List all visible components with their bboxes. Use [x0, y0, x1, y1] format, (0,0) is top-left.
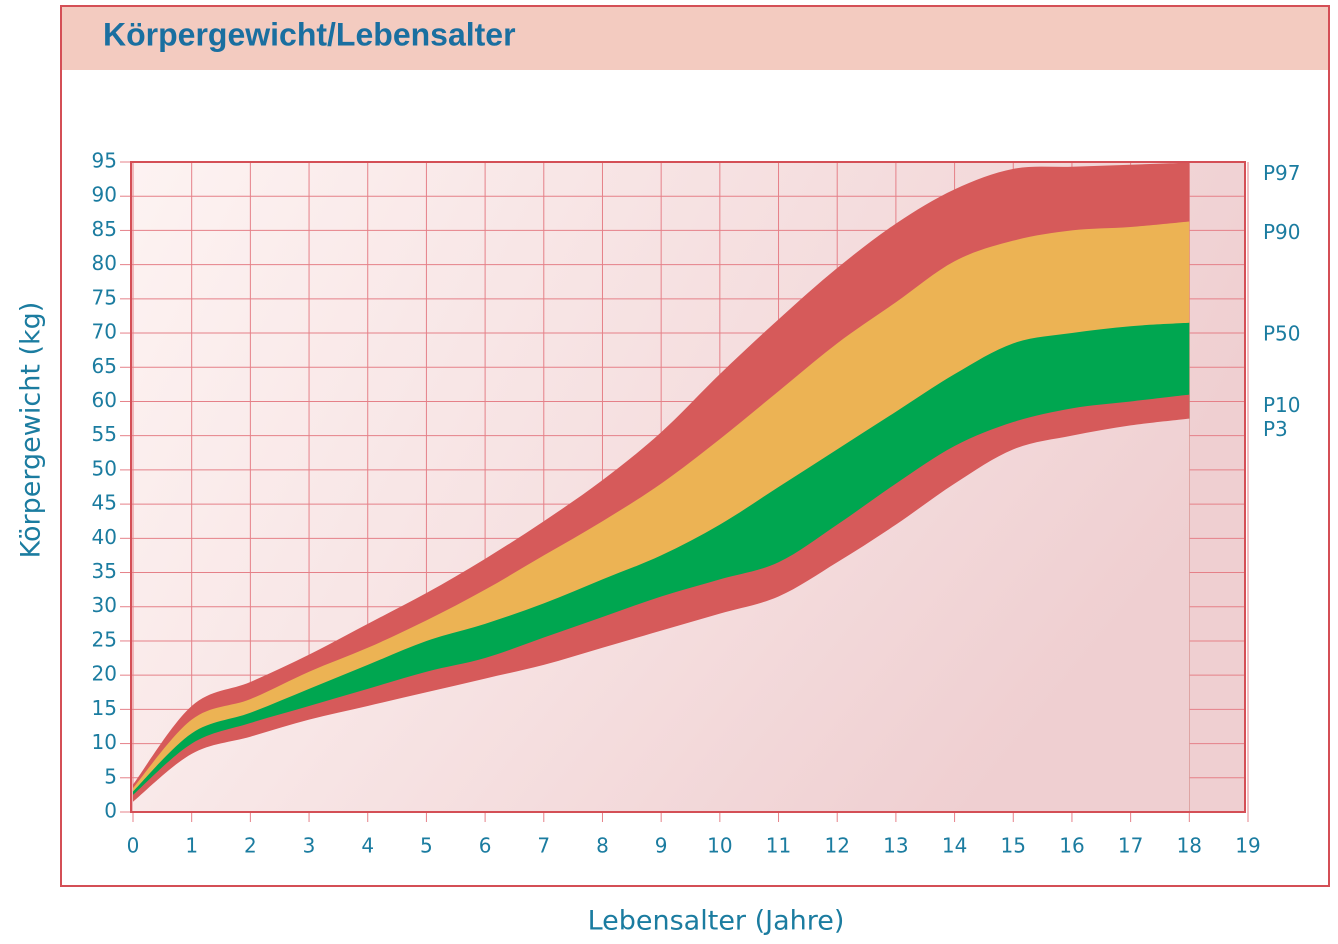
x-tick-label: 15 [1001, 834, 1026, 858]
y-tick-label: 50 [92, 456, 117, 480]
y-axis-label: Körpergewicht (kg) [16, 302, 47, 559]
y-tick-label: 30 [92, 593, 117, 617]
x-tick-label: 11 [766, 834, 791, 858]
x-tick-label: 3 [303, 834, 316, 858]
y-tick-label: 35 [92, 559, 117, 583]
x-tick-label: 8 [596, 834, 609, 858]
y-tick-label: 5 [104, 764, 117, 788]
x-tick-label: 7 [537, 834, 550, 858]
y-tick-label: 40 [92, 525, 117, 549]
header [62, 7, 1328, 70]
x-tick-label: 19 [1235, 834, 1260, 858]
series-label: P90 [1263, 220, 1301, 244]
chart-title: Körpergewicht/Lebensalter [103, 16, 516, 52]
y-tick-label: 20 [92, 662, 117, 686]
y-tick-label: 75 [92, 285, 117, 309]
x-tick-label: 17 [1118, 834, 1143, 858]
y-tick-label: 80 [92, 251, 117, 275]
x-tick-label: 16 [1059, 834, 1084, 858]
series-label: P50 [1263, 321, 1301, 345]
series-label: P3 [1263, 417, 1288, 441]
y-tick-label: 25 [92, 627, 117, 651]
y-tick-label: 95 [92, 149, 117, 173]
percentile-area [133, 418, 1190, 812]
x-tick-label: 9 [655, 834, 668, 858]
x-tick-label: 6 [479, 834, 492, 858]
series-label: P97 [1263, 161, 1301, 185]
x-axis-label: Lebensalter (Jahre) [588, 906, 845, 937]
series-label: P10 [1263, 393, 1301, 417]
y-tick-label: 65 [92, 354, 117, 378]
y-tick-label: 0 [104, 799, 117, 823]
plot-border [130, 161, 1246, 813]
x-tick-label: 10 [707, 834, 732, 858]
y-tick-label: 10 [92, 730, 117, 754]
y-tick-label: 70 [92, 320, 117, 344]
y-tick-label: 60 [92, 388, 117, 412]
x-tick-label: 4 [361, 834, 374, 858]
y-tick-label: 15 [92, 696, 117, 720]
y-tick-label: 45 [92, 491, 117, 515]
x-tick-label: 0 [127, 834, 140, 858]
x-tick-label: 12 [824, 834, 849, 858]
x-tick-label: 1 [185, 834, 198, 858]
y-tick-label: 85 [92, 217, 117, 241]
x-tick-label: 5 [420, 834, 433, 858]
x-tick-label: 13 [883, 834, 908, 858]
y-tick-label: 55 [92, 422, 117, 446]
x-tick-label: 18 [1177, 834, 1202, 858]
x-tick-label: 14 [942, 834, 967, 858]
x-tick-label: 2 [244, 834, 257, 858]
y-tick-label: 90 [92, 183, 117, 207]
